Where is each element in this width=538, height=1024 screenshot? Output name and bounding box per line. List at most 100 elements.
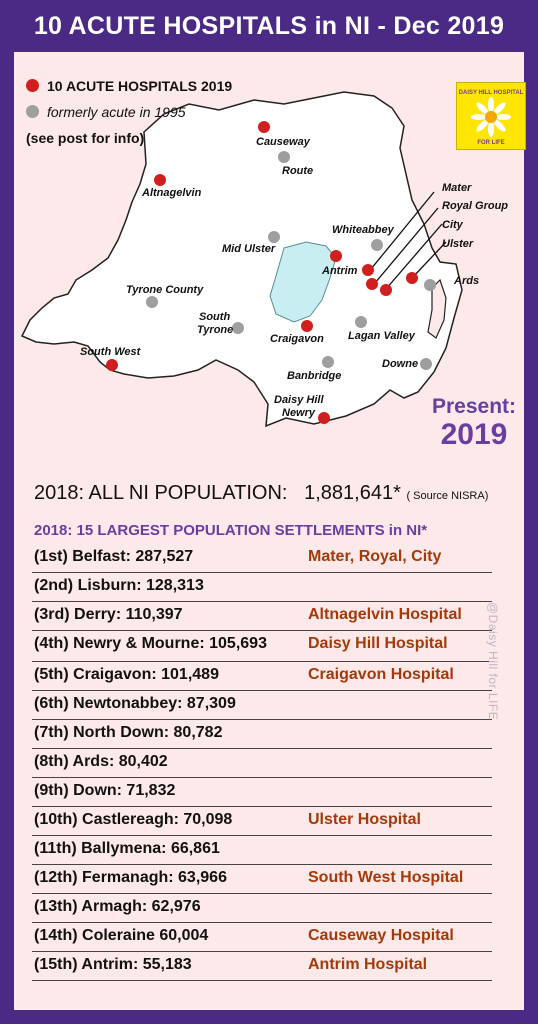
- settlement-rank: (7th): [34, 724, 69, 741]
- table-row: (14th) Coleraine 60,004 Causeway Hospital: [32, 923, 492, 952]
- label-causeway: Causeway: [256, 136, 311, 148]
- belfast-pointer-lines: [370, 191, 447, 290]
- settlement-rank: (5th): [34, 666, 69, 683]
- table-row: (5th) Craigavon: 101,489 Craigavon Hospit…: [32, 662, 492, 691]
- table-row: (6th) Newtonabbey: 87,309: [32, 691, 492, 720]
- legend-grey-dot-icon: [26, 105, 39, 118]
- label-lagan-valley: Lagan Valley: [348, 330, 416, 342]
- table-row: (3rd) Derry: 110,397 Altnagelvin Hospital: [32, 602, 492, 631]
- label-daisy-hill-2: Newry: [282, 407, 316, 419]
- settlement-hospital: South West Hospital: [308, 869, 464, 886]
- settlement-text: Coleraine 60,004: [82, 927, 209, 944]
- settlement-text: Derry: 110,397: [74, 606, 183, 623]
- settlement-text: Castlereagh: 70,098: [82, 811, 233, 828]
- settlement-hospital: Daisy Hill Hospital: [308, 635, 448, 652]
- whiteabbey-dot: [371, 239, 383, 251]
- table-row: (8th) Ards: 80,402: [32, 749, 492, 778]
- settlement-rank: (4th): [34, 635, 69, 652]
- banbridge-dot: [322, 356, 334, 368]
- settlement-rank: (3rd): [34, 606, 70, 623]
- settlement-text: Lisburn: 128,313: [77, 577, 204, 594]
- content-panel: Causeway Route Altnagelvin Mater Royal G…: [14, 52, 526, 1010]
- mater-dot: [362, 264, 374, 276]
- label-mater: Mater: [442, 182, 472, 194]
- settlement-cell: (2nd) Lisburn: 128,313: [34, 577, 204, 595]
- antrim-dot: [330, 250, 342, 262]
- settlements-table: (1st) Belfast: 287,527 Mater, Royal, City…: [32, 544, 492, 981]
- table-row: (10th) Castlereagh: 70,098 Ulster Hospita…: [32, 807, 492, 836]
- ards-dot: [424, 279, 436, 291]
- settlement-text: Belfast: 287,527: [72, 548, 194, 565]
- settlement-cell: (6th) Newtonabbey: 87,309: [34, 695, 236, 713]
- settlement-text: Fermanagh: 63,966: [82, 869, 227, 886]
- settlement-text: Ballymena: 66,861: [81, 840, 220, 857]
- mid-ulster-dot: [268, 231, 280, 243]
- craigavon-dot: [301, 320, 313, 332]
- legend-former: formerly acute in 1995: [26, 104, 186, 120]
- settlement-cell: (7th) North Down: 80,782: [34, 724, 222, 742]
- table-row: (12th) Fermanagh: 63,966 South West Hospi…: [32, 865, 492, 894]
- legend-acute-label: 10 ACUTE HOSPITALS 2019: [47, 78, 233, 94]
- label-south-west: South West: [80, 346, 142, 358]
- svg-text:DAISY HILL HOSPITAL: DAISY HILL HOSPITAL: [459, 90, 524, 96]
- settlement-text: Newry & Mourne: 105,693: [73, 635, 267, 652]
- city-dot: [380, 284, 392, 296]
- settlement-cell: (11th) Ballymena: 66,861: [34, 840, 220, 858]
- ulster-dot: [406, 272, 418, 284]
- settlement-text: North Down: 80,782: [73, 724, 223, 741]
- label-ards: Ards: [453, 275, 479, 287]
- settlement-text: Antrim: 55,183: [81, 956, 192, 973]
- legend-red-dot-icon: [26, 79, 39, 92]
- settlement-rank: (11th): [34, 840, 77, 857]
- poster-title: 10 ACUTE HOSPITALS in NI - Dec 2019: [33, 12, 505, 40]
- label-craigavon: Craigavon: [270, 333, 324, 345]
- settlement-rank: (8th): [34, 753, 69, 770]
- label-daisy-hill-1: Daisy Hill: [274, 394, 324, 406]
- settlement-cell: (9th) Down: 71,832: [34, 782, 175, 800]
- label-altnagelvin: Altnagelvin: [141, 187, 202, 199]
- table-row: (1st) Belfast: 287,527 Mater, Royal, City: [32, 544, 492, 573]
- royal-dot: [366, 278, 378, 290]
- settlement-rank: (14th): [34, 927, 78, 944]
- settlement-hospital: Antrim Hospital: [308, 956, 428, 973]
- strangford-lough: [427, 278, 447, 339]
- population-line: 2018: ALL NI POPULATION: 1,881,641* ( So…: [34, 482, 488, 505]
- daisy-flower-icon: DAISY HILL HOSPITAL FOR LIFE: [459, 90, 524, 146]
- table-row: (11th) Ballymena: 66,861: [32, 836, 492, 865]
- ni-map: Causeway Route Altnagelvin Mater Royal G…: [20, 91, 508, 428]
- ni-land: [20, 91, 463, 428]
- settlement-cell: (8th) Ards: 80,402: [34, 753, 168, 771]
- causeway-dot: [258, 121, 270, 133]
- settlement-hospital: Altnagelvin Hospital: [308, 606, 462, 623]
- settlement-hospital: Ulster Hospital: [308, 811, 421, 828]
- table-row: (4th) Newry & Mourne: 105,693 Daisy Hill …: [32, 631, 492, 662]
- settlement-rank: (6th): [34, 695, 69, 712]
- tyrone-county-dot: [146, 296, 158, 308]
- downe-dot: [420, 358, 432, 370]
- settlement-rank: (1st): [34, 548, 68, 565]
- table-row: (2nd) Lisburn: 128,313: [32, 573, 492, 602]
- present-label: Present:: [431, 395, 517, 418]
- present-badge: Present: 2019: [419, 395, 529, 451]
- settlement-text: Armagh: 62,976: [81, 898, 201, 915]
- table-row: (15th) Antrim: 55,183 Antrim Hospital: [32, 952, 492, 981]
- settlement-cell: (13th) Armagh: 62,976: [34, 898, 201, 916]
- population-source: ( Source NISRA): [406, 490, 489, 502]
- label-city: City: [442, 219, 464, 231]
- daisy-hill-logo: DAISY HILL HOSPITAL FOR LIFE: [456, 82, 526, 150]
- svg-text:FOR LIFE: FOR LIFE: [477, 140, 504, 146]
- settlement-cell: (4th) Newry & Mourne: 105,693: [34, 635, 267, 653]
- label-south-tyrone-1: South: [199, 311, 230, 323]
- label-tyrone-county: Tyrone County: [126, 284, 204, 296]
- settlement-text: Down: 71,832: [73, 782, 176, 799]
- label-downe: Downe: [382, 358, 418, 370]
- lough-neagh: [269, 241, 337, 323]
- settlement-rank: (10th): [34, 811, 78, 828]
- label-mid-ulster: Mid Ulster: [222, 243, 276, 255]
- settlement-text: Ards: 80,402: [72, 753, 168, 770]
- settlements-heading: 2018: 15 LARGEST POPULATION SETTLEMENTS …: [34, 522, 428, 539]
- label-ulster: Ulster: [442, 238, 474, 250]
- altnagelvin-dot: [154, 174, 166, 186]
- settlement-cell: (10th) Castlereagh: 70,098: [34, 811, 232, 829]
- label-whiteabbey: Whiteabbey: [332, 224, 395, 236]
